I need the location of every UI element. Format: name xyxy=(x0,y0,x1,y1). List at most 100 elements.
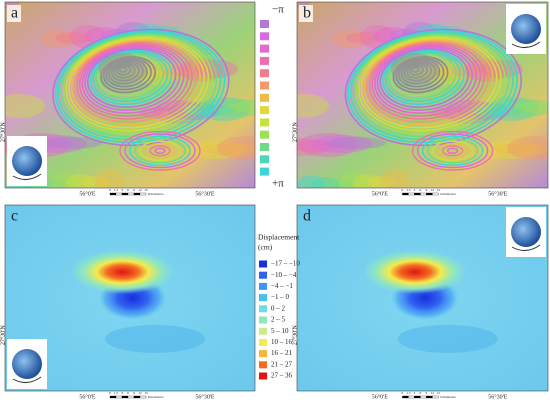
scale-tick-label: 15 xyxy=(144,188,148,192)
texture xyxy=(81,176,109,188)
displacement-item-label: −17 – −10 xyxy=(271,260,300,268)
scale-segment xyxy=(127,192,135,196)
fringe xyxy=(441,145,464,157)
texture xyxy=(297,138,330,156)
texture xyxy=(51,172,79,188)
texture xyxy=(298,133,358,157)
texture xyxy=(40,30,76,48)
scale-tick-label: 15 xyxy=(437,391,441,395)
fringe xyxy=(376,46,473,111)
map-frame xyxy=(4,1,256,189)
satellite-icon-orbit xyxy=(511,41,541,48)
scale-segment xyxy=(115,395,123,399)
texture xyxy=(479,141,539,159)
fringe xyxy=(411,130,494,171)
texture xyxy=(55,32,91,44)
fringe xyxy=(360,37,498,129)
phase-legend-top: −π xyxy=(272,4,284,16)
phase-legend-bottom: +π xyxy=(272,178,284,190)
texture xyxy=(66,174,94,188)
displacement-item-label: 27 – 36 xyxy=(271,372,293,380)
satellite-icon-orbit xyxy=(12,376,42,383)
scale-tick-label: 0 xyxy=(402,391,404,395)
fringe xyxy=(119,130,201,171)
scale-segment xyxy=(414,395,421,399)
fringe xyxy=(426,138,479,164)
map-frame xyxy=(4,204,256,392)
fringe xyxy=(139,140,181,162)
fringe xyxy=(374,45,478,114)
latitude-label: 27°30'N xyxy=(291,325,298,345)
phase-swatch xyxy=(260,155,269,164)
scale-tick-label: 3 xyxy=(121,188,123,192)
displacement-swatch xyxy=(259,372,267,380)
displacement-swatch xyxy=(259,305,267,313)
fringe-core xyxy=(390,52,439,85)
panel-label-box xyxy=(299,5,313,22)
scale-tick-label: 6 xyxy=(127,391,129,395)
panel-label: a xyxy=(11,5,18,22)
map-panel: d 56°0'E 56°30'E 27°30'N 0 1.5 3 6 9 12 15Kilomete… xyxy=(291,204,549,400)
scale-tick-label: 12 xyxy=(138,391,142,395)
fringe xyxy=(149,145,171,157)
scale-segment xyxy=(426,192,433,196)
fringe-core xyxy=(98,52,147,85)
scale-unit: Kilometers xyxy=(148,192,164,196)
displacement-swatch xyxy=(259,327,267,335)
map-frame xyxy=(296,204,549,392)
displacement-item-label: 2 – 5 xyxy=(271,316,286,324)
fringe xyxy=(78,43,189,117)
subsidence-faint xyxy=(105,324,205,353)
fringe xyxy=(154,147,166,154)
phase-swatch xyxy=(260,93,269,102)
texture xyxy=(381,169,409,188)
fringe xyxy=(368,42,486,120)
scale-tick-label: 12 xyxy=(431,391,435,395)
phase-swatch xyxy=(260,106,269,115)
longitude-label: 56°0'E xyxy=(79,190,95,197)
texture xyxy=(96,169,124,188)
texture xyxy=(312,135,372,153)
phase-swatch xyxy=(260,118,269,127)
satellite-icon-globe xyxy=(12,146,42,176)
fringe xyxy=(144,142,176,159)
scale-tick-label: 9 xyxy=(426,188,428,192)
fringe xyxy=(86,48,177,108)
latitude-label: 27°30'N xyxy=(0,325,6,345)
phase-swatch xyxy=(260,44,269,53)
displacement-item-label: −4 – −1 xyxy=(271,282,293,290)
latitude-label: 27°30'N xyxy=(291,122,298,142)
scale-unit: Kilometers xyxy=(148,395,164,399)
displacement-swatch xyxy=(259,338,267,346)
fringe xyxy=(124,133,196,169)
phase-swatch xyxy=(260,32,269,41)
satellite-icon-globe xyxy=(12,349,42,379)
scale-segment xyxy=(414,192,421,196)
longitude-label: 56°0'E xyxy=(79,393,95,400)
fringe xyxy=(421,135,484,166)
scale-tick-label: 0 xyxy=(109,188,111,192)
texture xyxy=(187,141,247,159)
scale-segment xyxy=(121,395,129,399)
fringe xyxy=(92,51,169,103)
displacement-item-label: 21 – 27 xyxy=(271,360,293,368)
fringe xyxy=(84,46,181,111)
texture xyxy=(228,101,255,113)
texture xyxy=(367,176,395,188)
scale-tick-label: 15 xyxy=(437,188,441,192)
subsidence-faint xyxy=(397,324,498,353)
scale-tick-label: 1.5 xyxy=(114,391,119,395)
uplift xyxy=(70,249,175,294)
satellite-icon-orbit xyxy=(12,173,42,180)
texture xyxy=(213,99,255,117)
map-panel: b 56°0'E 56°30'E 27°30'N 0 1.5 3 6 9 12 15Kilomete… xyxy=(291,1,549,197)
displacement-swatch xyxy=(259,260,267,268)
displacement-swatch xyxy=(259,361,267,369)
phase-swatch xyxy=(260,143,269,151)
texture xyxy=(346,32,382,44)
displacement-swatch xyxy=(259,350,267,358)
scale-segment xyxy=(402,192,409,196)
scale-segment xyxy=(432,192,439,196)
displacement-legend: Displacement(cm) −17 – −10 −10 – −4 −4 – −1… xyxy=(258,233,300,380)
displacement-legend-title: Displacement xyxy=(258,233,300,242)
